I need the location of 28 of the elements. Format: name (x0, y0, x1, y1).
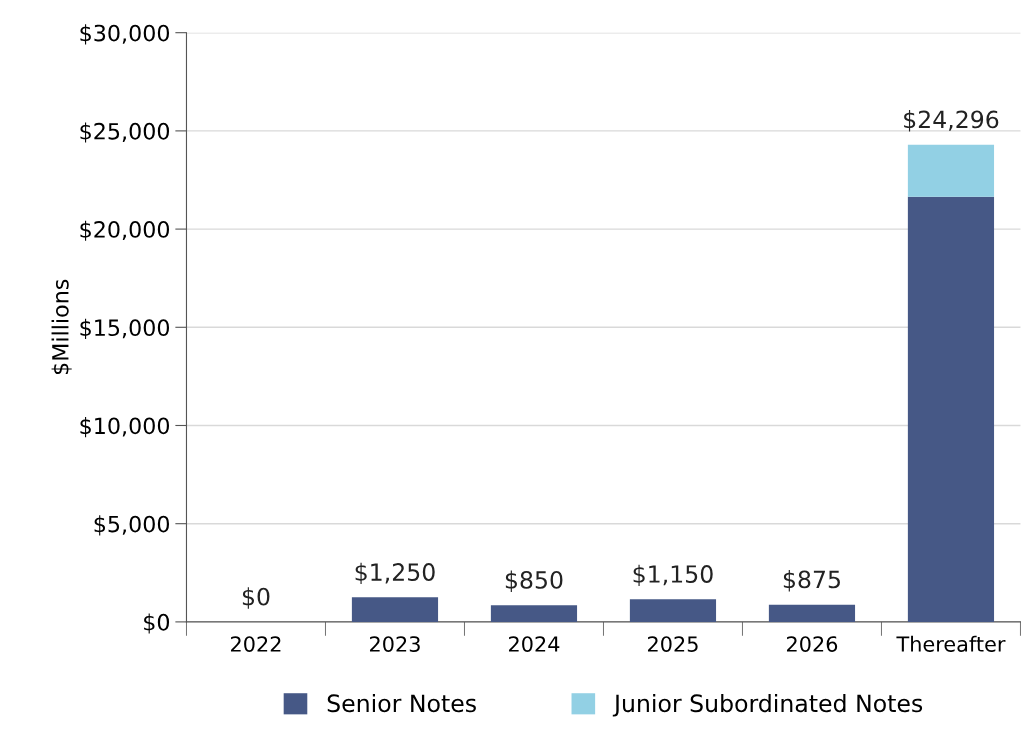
bar (907, 144, 995, 197)
total-label: $1,150 (633, 564, 713, 587)
y-tick-label: $10,000 (80, 417, 170, 438)
x-tick-label: 2022 (230, 636, 281, 652)
y-tick-label: $25,000 (80, 122, 170, 143)
y-tick-label: $15,000 (80, 318, 170, 339)
y-tick-label: $0 (144, 613, 170, 634)
y-tick-label: $20,000 (80, 220, 170, 241)
total-label: $1,250 (355, 562, 435, 585)
bar (629, 599, 717, 622)
total-label: $0 (242, 587, 270, 609)
bar (768, 604, 856, 622)
total-label: $24,296 (904, 110, 999, 132)
legend-label: Junior Subordinated Notes (612, 693, 923, 717)
x-tick-label: Thereafter (896, 635, 1006, 652)
legend-label: Senior Notes (327, 693, 476, 713)
total-label: $875 (783, 570, 840, 592)
y-tick-label: $5,000 (94, 515, 170, 536)
total-label: $850 (505, 570, 563, 592)
bar (351, 597, 439, 622)
x-tick-label: 2025 (647, 636, 698, 652)
bar (490, 605, 578, 622)
x-tick-label: 2024 (508, 636, 560, 652)
y-tick-label: $30,000 (80, 24, 170, 45)
bar (907, 196, 995, 622)
x-tick-label: 2023 (369, 636, 420, 652)
x-tick-label: 2026 (786, 636, 838, 652)
y-axis-title: $Millions (51, 279, 72, 375)
